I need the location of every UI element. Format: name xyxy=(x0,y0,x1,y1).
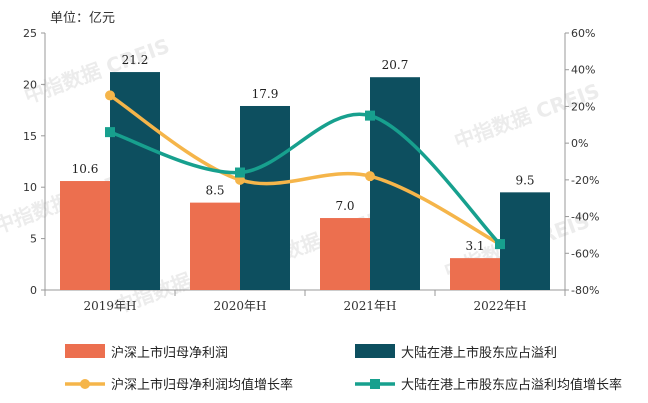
legend-label: 大陆在港上市股东应占溢利均值增长率 xyxy=(401,377,622,393)
bar-data-label: 3.1 xyxy=(465,239,484,253)
x-tick-label: 2020年H xyxy=(213,299,266,313)
right-tick-label: -20% xyxy=(571,174,599,187)
legend-swatch xyxy=(65,344,105,358)
x-tick-label: 2021年H xyxy=(343,299,396,313)
left-tick-label: 20 xyxy=(23,78,37,91)
right-tick-label: 20% xyxy=(571,100,595,113)
x-tick-label: 2022年H xyxy=(473,299,526,313)
bar-data-label: 10.6 xyxy=(72,162,99,176)
bar-a-share xyxy=(190,202,240,290)
unit-label: 单位：亿元 xyxy=(50,11,115,26)
bar-hk xyxy=(110,72,160,291)
bar-data-label: 20.7 xyxy=(382,58,409,72)
right-tick-label: -40% xyxy=(571,211,599,224)
bar-a-share xyxy=(450,258,500,290)
left-tick-label: 10 xyxy=(23,181,37,194)
marker-hk-growth xyxy=(365,110,375,121)
legend-swatch xyxy=(355,344,395,358)
left-tick-label: 0 xyxy=(30,284,37,297)
legend-label: 沪深上市归母净利润 xyxy=(111,345,228,361)
bar-hk xyxy=(500,192,550,290)
line-a-share-growth xyxy=(109,93,501,246)
line-hk-growth xyxy=(109,112,502,246)
bar-a-share xyxy=(320,218,370,290)
marker-hk-growth xyxy=(495,239,505,250)
bar-a-share xyxy=(60,181,110,290)
marker-a-share-growth xyxy=(105,90,115,101)
left-tick-label: 25 xyxy=(23,27,37,40)
right-tick-label: 60% xyxy=(571,27,595,40)
bar-data-label: 7.0 xyxy=(335,199,354,213)
right-tick-label: -60% xyxy=(571,247,599,260)
marker-hk-growth xyxy=(105,127,115,138)
bar-data-label: 17.9 xyxy=(252,87,279,101)
marker-a-share-growth xyxy=(365,171,375,182)
legend-label: 沪深上市归母净利润均值增长率 xyxy=(111,377,293,393)
right-tick-label: -80% xyxy=(571,284,599,297)
bar-data-label: 21.2 xyxy=(122,53,149,67)
legend-swatch-marker xyxy=(80,379,90,389)
left-tick-label: 15 xyxy=(23,130,37,143)
right-tick-label: 0% xyxy=(571,137,588,150)
bar-data-label: 9.5 xyxy=(515,173,534,187)
x-tick-label: 2019年H xyxy=(83,299,136,313)
bar-hk xyxy=(240,105,290,290)
marker-hk-growth xyxy=(235,167,245,178)
legend-label: 大陆在港上市股东应占溢利 xyxy=(401,345,557,361)
right-tick-label: 40% xyxy=(571,64,595,77)
bar-data-label: 8.5 xyxy=(205,184,224,198)
left-tick-label: 5 xyxy=(30,233,37,246)
legend-swatch-marker xyxy=(370,379,380,389)
